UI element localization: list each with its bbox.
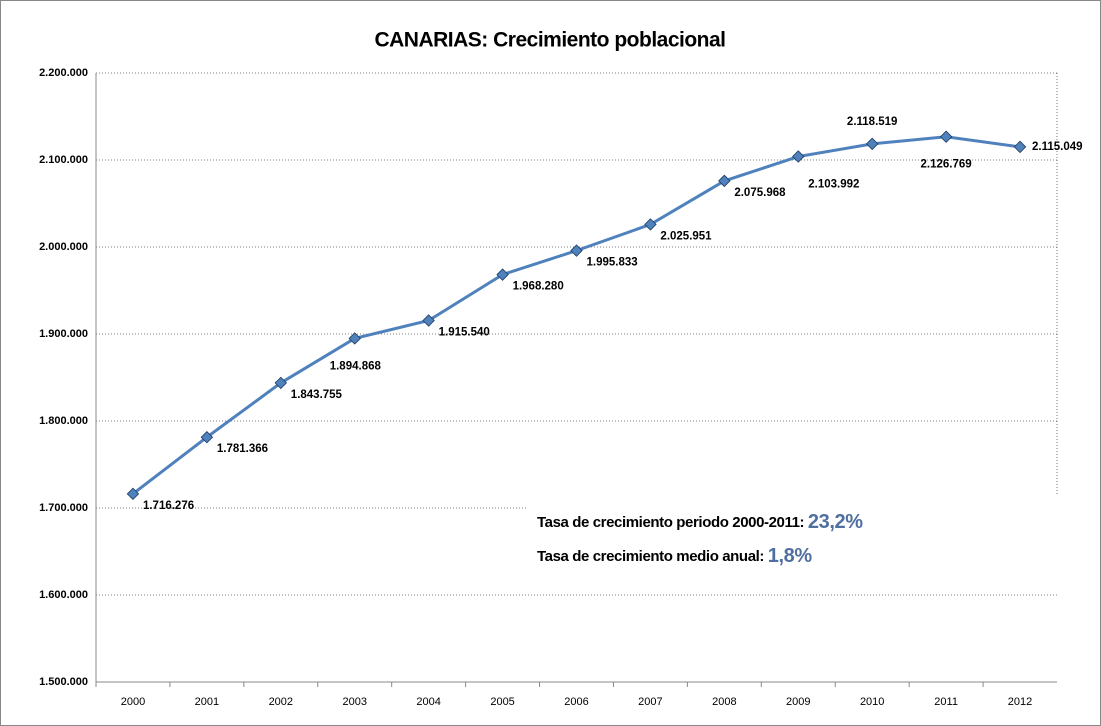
marker [496,268,509,281]
y-tick-label: 2.200.000 [39,67,88,79]
x-tick-label: 2001 [195,696,219,708]
annotation-value: 23,2% [808,511,863,533]
y-tick-label: 1.500.000 [39,676,88,688]
marker [1013,140,1027,154]
marker [644,218,657,231]
y-tick-label: 1.900.000 [39,328,88,340]
annotation-value: 1,8% [768,545,813,567]
data-label: 1.968.280 [513,281,564,293]
data-label: 2.075.968 [734,187,786,199]
marker [200,430,214,444]
annotation-text: Tasa de crecimiento periodo 2000-2011: [537,514,808,531]
data-label: 2.025.951 [660,230,712,242]
marker [570,244,583,257]
marker [792,150,805,163]
y-tick-label: 1.800.000 [39,415,88,427]
x-tick-label: 2009 [786,696,810,708]
data-label: 2.115.049 [1032,141,1083,153]
marker [865,137,879,151]
marker [274,376,288,390]
annotation: Tasa de crecimiento periodo 2000-2011: 2… [537,511,863,533]
marker [422,314,435,327]
x-tick-label: 2008 [712,696,736,708]
marker [126,487,140,501]
marker [718,174,731,188]
y-tick-label: 2.000.000 [39,241,88,253]
data-label: 2.103.992 [808,179,859,191]
y-tick-label: 1.600.000 [39,589,88,601]
marker [348,332,361,345]
data-label: 2.118.519 [847,116,898,128]
data-label: 1.995.833 [587,257,638,269]
data-label: 1.894.868 [330,360,382,372]
x-tick-label: 2005 [490,696,514,708]
data-label: 1.843.755 [291,389,343,401]
data-label: 2.126.769 [921,159,972,171]
y-tick-label: 2.100.000 [39,154,88,166]
x-tick-label: 2007 [638,696,662,708]
data-label: 1.915.540 [439,327,490,339]
marker [939,130,953,143]
data-label: 1.716.276 [143,500,194,512]
x-tick-label: 2002 [269,696,293,708]
chart-title: CANARIAS: Crecimiento poblacional [374,29,725,52]
data-label: 1.781.366 [217,443,268,455]
x-tick-label: 2011 [934,696,958,708]
x-tick-label: 2006 [564,696,588,708]
annotation: Tasa de crecimiento medio anual: 1,8% [537,545,812,567]
x-tick-label: 2004 [416,696,440,708]
y-tick-label: 1.700.000 [39,502,88,514]
x-tick-label: 2000 [121,696,145,708]
x-tick-label: 2012 [1008,696,1032,708]
annotation-text: Tasa de crecimiento medio anual: [537,548,768,565]
x-tick-label: 2003 [342,696,366,708]
x-tick-label: 2010 [860,696,884,708]
annotation-box [527,495,1067,583]
